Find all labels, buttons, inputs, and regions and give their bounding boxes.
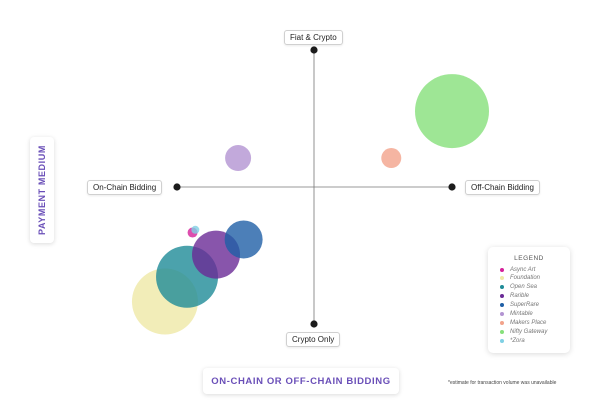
legend-swatch <box>500 312 504 316</box>
axis-endpoint-top <box>310 46 318 54</box>
legend-label: Nifty Gateway <box>510 328 548 335</box>
footnote: *estimate for transaction volume was una… <box>448 380 557 386</box>
x-axis-left-label: On-Chain Bidding <box>87 180 163 195</box>
legend-item: Nifty Gateway <box>500 327 547 336</box>
legend-swatch <box>500 329 504 334</box>
y-axis-top-label: Fiat & Crypto <box>284 30 343 45</box>
legend-swatch <box>500 338 504 343</box>
legend-item: Makers Place <box>500 318 546 327</box>
legend-label: SuperRare <box>510 302 540 309</box>
legend-item: Async Art <box>500 265 535 274</box>
legend-item: Mintable <box>500 310 533 319</box>
legend-item: Foundation <box>500 274 540 283</box>
legend-item: SuperRare <box>500 301 539 310</box>
y-axis-title-text: PAYMENT MEDIUM <box>37 145 47 235</box>
legend-item: Rarible <box>500 292 529 301</box>
legend-item: *Zora <box>500 336 525 345</box>
legend: LEGEND Async Art Foundation Open Sea Raribl… <box>488 247 570 353</box>
legend-label: Makers Place <box>510 319 547 326</box>
legend-label: *Zora <box>510 337 525 344</box>
bubble-mintable <box>225 145 252 172</box>
legend-swatch <box>500 285 504 290</box>
bubble-makers-place <box>381 148 402 169</box>
legend-label: Rarible <box>510 293 530 300</box>
bubble-nifty-gateway <box>415 74 489 149</box>
bubble-superrare <box>224 220 263 259</box>
x-axis-right-label: Off-Chain Bidding <box>465 180 540 195</box>
y-axis-bottom-label: Crypto Only <box>286 332 341 347</box>
legend-item: Open Sea <box>500 283 537 292</box>
legend-label: Async Art <box>510 266 536 273</box>
x-axis-title: ON-CHAIN OR OFF-CHAIN BIDDING <box>203 368 399 394</box>
legend-swatch <box>500 294 504 299</box>
y-axis-title: PAYMENT MEDIUM <box>30 137 54 243</box>
legend-swatch <box>500 303 504 308</box>
legend-label: Foundation <box>510 275 541 282</box>
axis-endpoint-bottom <box>310 320 318 328</box>
legend-label: Open Sea <box>510 284 538 291</box>
legend-title: LEGEND <box>514 255 544 262</box>
bubble-zora <box>191 225 200 234</box>
legend-swatch <box>500 267 504 272</box>
legend-swatch <box>500 320 504 325</box>
axis-endpoint-right <box>448 183 456 191</box>
legend-label: Mintable <box>510 311 533 317</box>
legend-swatch <box>500 276 504 281</box>
axis-endpoint-left <box>173 183 181 191</box>
